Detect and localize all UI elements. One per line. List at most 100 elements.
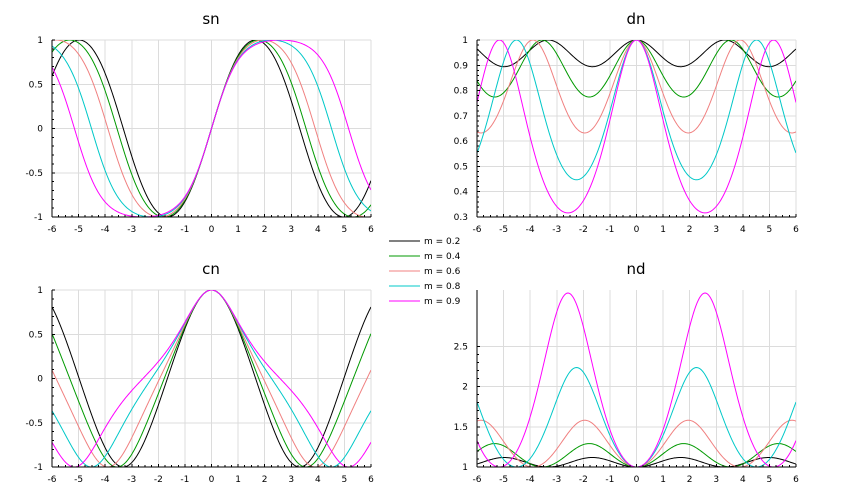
series-line-sn-m0.9 xyxy=(52,40,371,217)
x-tick-label: -6 xyxy=(48,225,57,235)
x-tick-label: -5 xyxy=(499,475,508,485)
plot-title: cn xyxy=(202,260,220,278)
x-tick-label: 5 xyxy=(342,225,348,235)
x-tick-label: 0 xyxy=(209,225,215,235)
x-tick-label: 5 xyxy=(767,475,773,485)
x-tick-label: 1 xyxy=(660,475,666,485)
x-tick-label: 0 xyxy=(634,225,640,235)
legend-label: m = 0.8 xyxy=(424,282,461,292)
x-tick-label: 2 xyxy=(687,475,693,485)
y-tick-label: 1 xyxy=(37,286,43,296)
y-tick-label: 2.5 xyxy=(454,342,468,352)
x-tick-label: -3 xyxy=(552,475,561,485)
series-line-cn-m0.8 xyxy=(52,290,371,467)
series-line-dn-m0.8 xyxy=(477,40,796,181)
x-tick-label: -5 xyxy=(74,225,83,235)
x-tick-label: 1 xyxy=(235,225,241,235)
x-tick-label: -6 xyxy=(48,475,57,485)
x-tick-label: 3 xyxy=(713,225,719,235)
legend-label: m = 0.4 xyxy=(424,252,461,262)
x-tick-label: -5 xyxy=(74,475,83,485)
y-tick-label: 2 xyxy=(462,383,468,393)
x-tick-label: -6 xyxy=(473,225,482,235)
x-tick-label: -4 xyxy=(526,225,535,235)
x-tick-label: 4 xyxy=(740,475,746,485)
y-tick-label: 0.3 xyxy=(454,213,468,223)
x-tick-label: 3 xyxy=(713,475,719,485)
x-tick-label: -5 xyxy=(499,225,508,235)
x-tick-label: 2 xyxy=(687,225,693,235)
y-tick-label: 0.4 xyxy=(454,188,469,198)
x-tick-label: -2 xyxy=(154,475,163,485)
x-tick-label: -4 xyxy=(101,475,110,485)
series-line-dn-m0.4 xyxy=(477,40,796,98)
y-tick-label: 0.5 xyxy=(29,80,43,90)
x-tick-label: -1 xyxy=(180,475,189,485)
x-tick-label: 6 xyxy=(368,225,374,235)
y-tick-label: 0.9 xyxy=(454,61,469,71)
x-tick-label: -2 xyxy=(154,225,163,235)
y-tick-label: 0.5 xyxy=(29,330,43,340)
y-tick-label: 0 xyxy=(37,375,43,385)
x-tick-label: 4 xyxy=(315,475,321,485)
x-tick-label: -1 xyxy=(605,475,614,485)
x-tick-label: 0 xyxy=(209,475,215,485)
legend: m = 0.2 m = 0.4 m = 0.6 m = 0.8 m = 0.9 xyxy=(389,237,461,307)
x-tick-label: -6 xyxy=(473,475,482,485)
y-tick-label: 1.5 xyxy=(454,423,468,433)
x-tick-label: 1 xyxy=(235,475,241,485)
y-tick-label: 0.5 xyxy=(454,162,468,172)
x-tick-label: 6 xyxy=(793,225,799,235)
x-tick-label: 1 xyxy=(660,225,666,235)
plot-nd: nd -6 -5 -4 -3 -2 -1 0 1 2 3 4 5 6 1 1.5 2 2.5 xyxy=(454,260,799,485)
x-tick-label: 3 xyxy=(288,475,294,485)
y-tick-label: 1 xyxy=(37,36,43,46)
x-tick-label: 2 xyxy=(262,225,268,235)
y-tick-label: 1 xyxy=(462,36,468,46)
x-tick-label: -2 xyxy=(579,475,588,485)
x-tick-label: -3 xyxy=(127,225,136,235)
y-tick-label: 0 xyxy=(37,125,43,135)
plot-title: nd xyxy=(626,260,645,278)
y-tick-label: -0.5 xyxy=(25,419,43,429)
x-tick-label: 0 xyxy=(634,475,640,485)
y-tick-label: 0.8 xyxy=(454,87,469,97)
y-tick-label: 0.7 xyxy=(454,112,468,122)
y-tick-label: -1 xyxy=(34,213,43,223)
plot-title: sn xyxy=(202,10,219,28)
x-tick-label: 5 xyxy=(342,475,348,485)
series-line-nd-m0.8 xyxy=(477,367,796,467)
series-line-cn-m0.2 xyxy=(52,290,371,467)
legend-label: m = 0.2 xyxy=(424,237,460,247)
y-tick-label: 1 xyxy=(462,463,468,473)
x-tick-label: -2 xyxy=(579,225,588,235)
plot-dn: dn -6 -5 -4 -3 -2 -1 0 1 2 3 4 5 6 0.3 0.4 0.5 0.6 0.7 0.8 0… xyxy=(454,10,799,235)
series-line-dn-m0.6 xyxy=(477,40,796,134)
plot-sn: sn -6 -5 -4 -3 -2 -1 0 1 2 3 4 5 6 -1 -0.5 0 0.5 1 xyxy=(25,10,374,235)
x-tick-label: 4 xyxy=(315,225,321,235)
legend-label: m = 0.6 xyxy=(424,267,461,277)
x-tick-label: -3 xyxy=(552,225,561,235)
series-line-cn-m0.4 xyxy=(52,290,371,467)
series-line-dn-m0.9 xyxy=(477,40,796,214)
x-tick-label: -3 xyxy=(127,475,136,485)
x-tick-label: 4 xyxy=(740,225,746,235)
plot-cn: cn -6 -5 -4 -3 -2 -1 0 1 2 3 4 5 6 -1 -0.5 0 0.5 1 xyxy=(25,260,374,485)
x-tick-label: -4 xyxy=(101,225,110,235)
y-tick-label: -1 xyxy=(34,463,43,473)
series-line-cn-m0.9 xyxy=(52,290,371,467)
x-tick-label: -1 xyxy=(180,225,189,235)
x-tick-label: -1 xyxy=(605,225,614,235)
x-tick-label: 5 xyxy=(767,225,773,235)
legend-label: m = 0.9 xyxy=(424,297,461,307)
x-tick-label: 6 xyxy=(793,475,799,485)
x-tick-label: -4 xyxy=(526,475,535,485)
x-tick-label: 3 xyxy=(288,225,294,235)
y-tick-label: -0.5 xyxy=(25,169,43,179)
x-tick-label: 2 xyxy=(262,475,268,485)
series-line-nd-m0.9 xyxy=(477,292,796,467)
plot-title: dn xyxy=(626,10,645,28)
x-tick-label: 6 xyxy=(368,475,374,485)
series-line-nd-m0.4 xyxy=(477,443,796,467)
